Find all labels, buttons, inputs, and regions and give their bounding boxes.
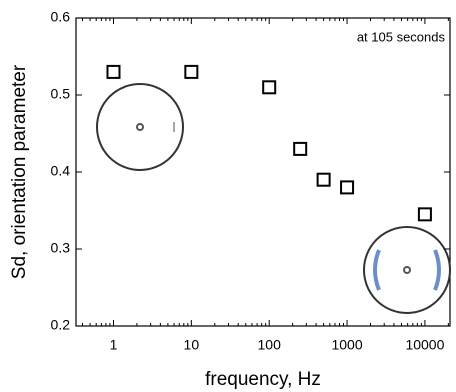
point <box>341 181 353 193</box>
point <box>263 81 275 93</box>
point <box>107 66 119 78</box>
x-tick-label: 1 <box>110 337 118 353</box>
x-tick-label: 10 <box>184 337 200 353</box>
y-tick-label: 0.5 <box>51 86 71 102</box>
point <box>294 143 306 155</box>
y-tick-label: 0.3 <box>51 240 71 256</box>
y-axis-title: Sd, orientation parameter <box>9 64 30 279</box>
y-tick-label: 0.2 <box>51 317 71 333</box>
inset-left <box>97 84 183 170</box>
plot-frame <box>76 18 450 326</box>
point <box>419 208 431 220</box>
x-tick-label: 1000 <box>331 337 362 353</box>
y-tick-label: 0.6 <box>51 9 71 25</box>
annotation: at 105 seconds <box>357 29 446 44</box>
inset-right <box>364 227 450 313</box>
point <box>185 66 197 78</box>
chart: at 105 seconds frequency, Hz Sd, orienta… <box>0 0 456 392</box>
x-axis-title: frequency, Hz <box>205 369 321 390</box>
y-tick-label: 0.4 <box>51 163 71 179</box>
point <box>318 174 330 186</box>
x-tick-label: 100 <box>258 337 282 353</box>
x-tick-label: 10000 <box>405 337 444 353</box>
